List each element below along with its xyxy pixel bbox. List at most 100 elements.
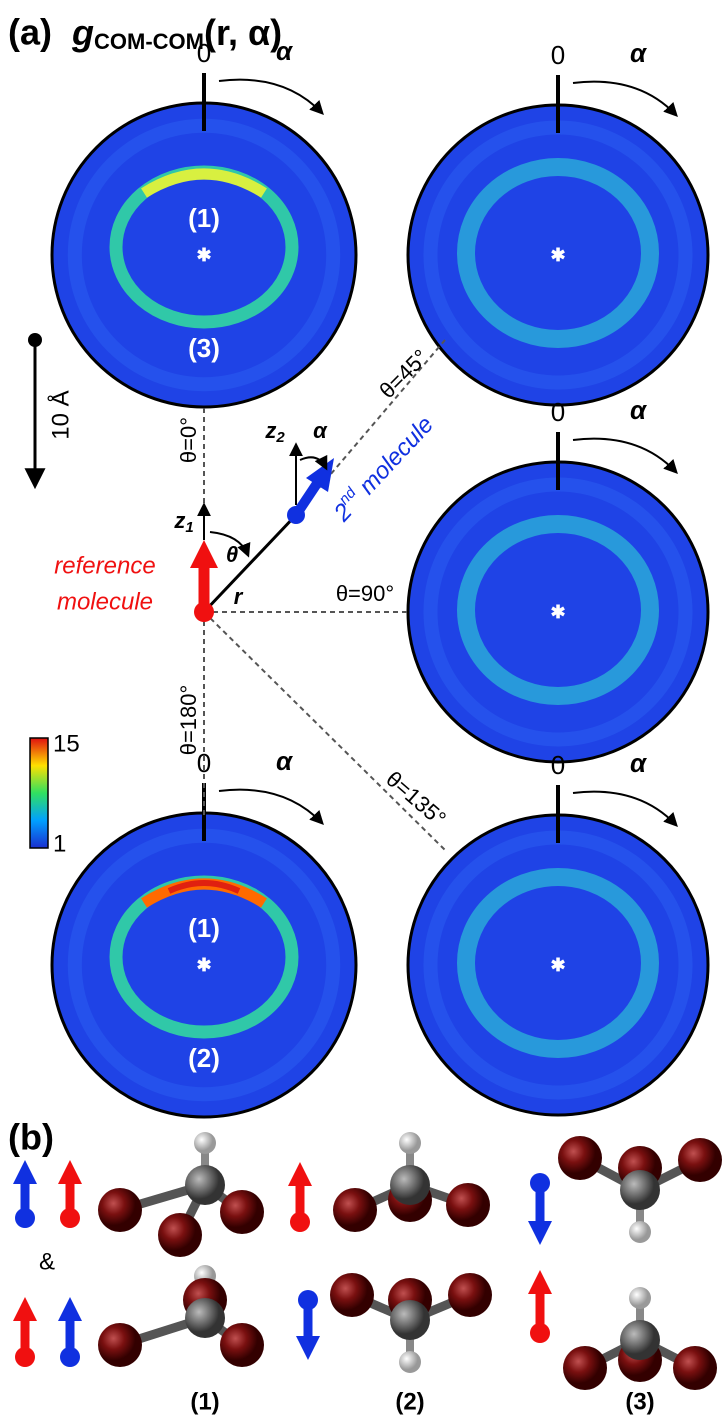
angle-line <box>203 611 446 851</box>
bromine <box>446 1183 490 1227</box>
rotation-arrow <box>572 790 678 828</box>
hydrogen <box>399 1132 421 1154</box>
ref-head <box>190 540 218 568</box>
rotation-arrow <box>218 788 324 826</box>
center-mark: ✱ <box>196 245 211 265</box>
panel-title: gCOM-COM(r, α) <box>71 12 282 54</box>
carbon <box>620 1320 660 1360</box>
ref-dot <box>194 602 214 622</box>
bromine <box>678 1138 722 1182</box>
ring <box>457 515 659 705</box>
carbon <box>620 1170 660 1210</box>
dipole-head <box>296 1336 320 1360</box>
z2-label: z2 <box>264 418 285 446</box>
carbon <box>185 1165 225 1205</box>
bromine <box>673 1346 717 1390</box>
axis-symbol: z <box>173 508 185 533</box>
dipole-dot <box>530 1173 550 1193</box>
bromine <box>98 1188 142 1232</box>
peak-label: (1) <box>188 913 220 943</box>
rotation-label: α <box>630 748 648 778</box>
rotation-label: α <box>630 38 648 68</box>
separation <box>202 513 298 614</box>
second-label: 2nd molecule <box>326 409 439 528</box>
word: molecule <box>354 411 439 500</box>
alpha-arc <box>299 454 328 471</box>
config-label: (3) <box>625 1388 654 1415</box>
bromine <box>220 1323 264 1367</box>
angle-label: θ=90° <box>336 581 394 606</box>
hydrogen <box>194 1132 216 1154</box>
zero-label: 0 <box>551 40 565 70</box>
carbon <box>390 1300 430 1340</box>
peak-label: (3) <box>188 333 220 363</box>
ring <box>457 868 659 1058</box>
peak-label: (2) <box>188 1043 220 1073</box>
hydrogen <box>629 1221 651 1243</box>
title-symbol: g <box>71 12 94 53</box>
rotation-label: α <box>276 746 294 776</box>
dipole-dot <box>60 1208 80 1228</box>
dipole-head <box>288 1162 312 1186</box>
center-mark: ✱ <box>196 955 211 975</box>
rotation-arrow <box>572 437 678 475</box>
panel-label: (a) <box>8 12 52 53</box>
and-label: & <box>39 1248 55 1275</box>
zero-label: 0 <box>551 750 565 780</box>
carbon <box>390 1165 430 1205</box>
zero-label: 0 <box>197 748 211 778</box>
r-label: r <box>234 584 244 609</box>
title-args: (r, α) <box>204 12 282 53</box>
dipole-head <box>58 1160 82 1184</box>
bromine <box>330 1273 374 1317</box>
colorbar-max: 15 <box>53 730 80 757</box>
dipole-dot <box>290 1212 310 1232</box>
center-mark: ✱ <box>550 602 565 622</box>
theta-label: θ <box>226 542 238 567</box>
panel-label: (b) <box>8 1117 54 1158</box>
hot-arc <box>141 168 267 198</box>
dipole-head <box>13 1160 37 1184</box>
bromine <box>333 1188 377 1232</box>
bromine <box>158 1213 202 1257</box>
axis-index: 1 <box>185 519 193 536</box>
alpha-label: α <box>313 418 328 443</box>
scale-label: 10 Å <box>46 390 74 439</box>
bromine <box>558 1136 602 1180</box>
axis-index: 2 <box>275 429 285 446</box>
angle-label: θ=0° <box>176 417 201 463</box>
dipole-dot <box>60 1347 80 1367</box>
reference-label: molecule <box>57 588 153 615</box>
dipole-dot <box>15 1208 35 1228</box>
center-mark: ✱ <box>550 245 565 265</box>
theta-arc <box>209 531 251 558</box>
angle-label: θ=45° <box>374 344 433 403</box>
config-label: (2) <box>395 1388 424 1415</box>
axis-symbol: z <box>264 418 276 443</box>
dipole-head <box>58 1297 82 1321</box>
hydrogen <box>399 1351 421 1373</box>
ring <box>457 158 659 348</box>
second-dot <box>287 506 305 524</box>
bromine <box>98 1323 142 1367</box>
bromine <box>448 1273 492 1317</box>
dipole-head <box>528 1270 552 1294</box>
config-label: (1) <box>190 1388 219 1415</box>
colorbar <box>29 737 49 849</box>
angle-label: θ=180° <box>176 685 201 756</box>
dipole-dot <box>15 1347 35 1367</box>
title-subscript: COM-COM <box>94 29 204 54</box>
z1-label: z1 <box>173 508 193 536</box>
center-mark: ✱ <box>550 955 565 975</box>
carbon <box>185 1298 225 1338</box>
peak-label: (1) <box>188 203 220 233</box>
dipole-dot <box>298 1290 318 1310</box>
rotation-arrow <box>218 78 324 116</box>
dipole-head <box>528 1221 552 1245</box>
rotation-label: α <box>276 36 294 66</box>
zero-label: 0 <box>551 397 565 427</box>
colorbar-min: 1 <box>53 830 66 857</box>
rotation-label: α <box>630 395 648 425</box>
rotation-arrow <box>572 80 678 118</box>
